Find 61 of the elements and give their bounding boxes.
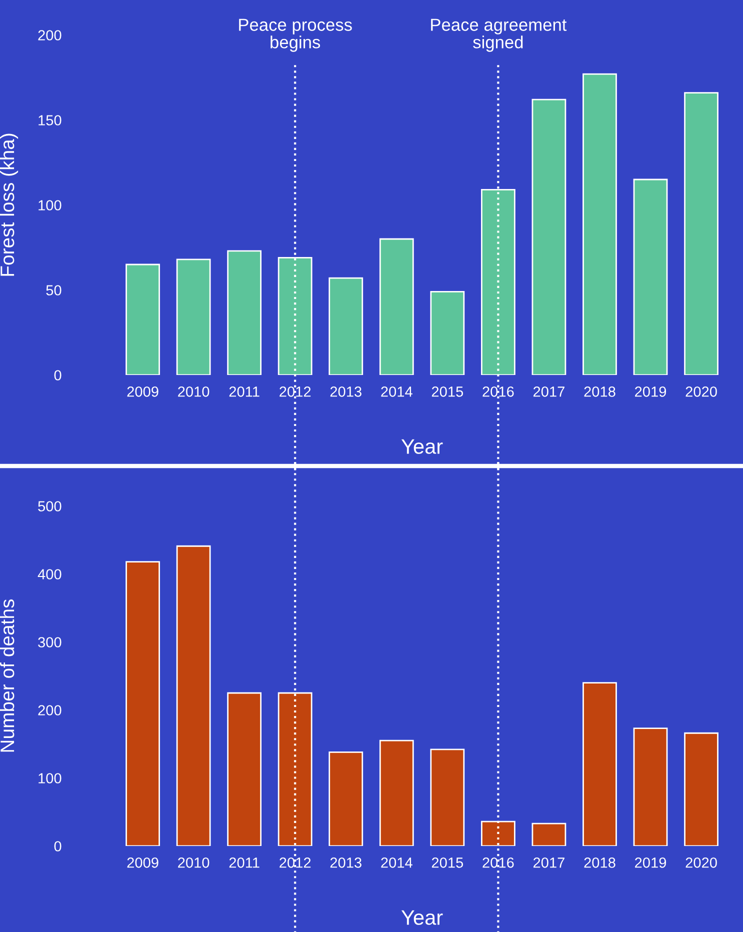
x-tick-label: 2017 bbox=[533, 857, 564, 868]
x-tick-label: 2019 bbox=[635, 386, 666, 397]
y-axis-title: Forest loss (kha) bbox=[0, 134, 18, 276]
y-tick-label: 200 bbox=[38, 30, 62, 40]
x-tick-label: 2015 bbox=[432, 857, 464, 868]
y-tick-label: 150 bbox=[38, 115, 62, 126]
bar bbox=[379, 238, 414, 375]
x-tick-label: 2020 bbox=[686, 386, 717, 397]
x-tick-label: 2009 bbox=[127, 386, 158, 397]
y-tick-label: 500 bbox=[38, 501, 62, 512]
x-tick-label: 2010 bbox=[178, 857, 210, 868]
bar bbox=[532, 98, 566, 375]
x-tick-label: 2020 bbox=[686, 857, 717, 868]
y-axis-title: Number of deaths bbox=[0, 599, 14, 752]
x-tick-label: 2012 bbox=[280, 386, 311, 397]
x-tick-label: 2018 bbox=[584, 386, 616, 397]
bar bbox=[430, 748, 465, 846]
x-tick-label: 2015 bbox=[432, 386, 464, 397]
x-tick-label: 2016 bbox=[482, 386, 514, 397]
x-tick-label: 2018 bbox=[584, 857, 616, 868]
x-tick-label: 2014 bbox=[381, 386, 412, 397]
bar bbox=[633, 178, 668, 375]
x-axis-title: Year bbox=[401, 439, 443, 454]
ref-line-label: Peace agreement signed bbox=[431, 18, 567, 52]
bar bbox=[532, 822, 566, 846]
bar bbox=[227, 692, 262, 846]
x-tick-label: 2014 bbox=[381, 857, 412, 868]
bar bbox=[633, 728, 668, 846]
x-tick-label: 2012 bbox=[280, 857, 311, 868]
x-tick-label: 2019 bbox=[635, 857, 666, 868]
y-tick-label: 100 bbox=[38, 773, 62, 784]
x-tick-label: 2013 bbox=[330, 857, 362, 868]
x-tick-label: 2017 bbox=[533, 386, 564, 397]
bar bbox=[126, 561, 160, 846]
bar bbox=[582, 73, 617, 375]
bar bbox=[227, 250, 262, 375]
bar bbox=[126, 264, 160, 375]
bar bbox=[582, 682, 617, 846]
x-tick-label: 2011 bbox=[229, 386, 260, 397]
x-tick-label: 2010 bbox=[178, 386, 210, 397]
y-tick-label: 300 bbox=[38, 637, 62, 648]
x-axis-title: Year bbox=[401, 910, 443, 925]
y-tick-label: 100 bbox=[38, 200, 62, 210]
y-tick-label: 0 bbox=[54, 841, 62, 852]
x-tick-label: 2011 bbox=[229, 857, 260, 868]
x-tick-label: 2016 bbox=[482, 857, 514, 868]
bar bbox=[328, 277, 364, 375]
y-tick-label: 400 bbox=[38, 569, 62, 580]
bar bbox=[328, 751, 364, 846]
bar bbox=[684, 732, 718, 846]
y-tick-label: 0 bbox=[54, 370, 62, 380]
ref-line-label: Peace process begins bbox=[239, 18, 352, 52]
bar bbox=[430, 291, 465, 375]
y-tick-label: 200 bbox=[38, 705, 62, 716]
bar bbox=[176, 545, 211, 846]
bar bbox=[684, 92, 718, 375]
y-tick-label: 50 bbox=[46, 285, 62, 296]
bar bbox=[176, 258, 211, 375]
bar bbox=[379, 740, 414, 846]
x-tick-label: 2013 bbox=[330, 386, 362, 397]
x-tick-label: 2009 bbox=[127, 857, 158, 868]
